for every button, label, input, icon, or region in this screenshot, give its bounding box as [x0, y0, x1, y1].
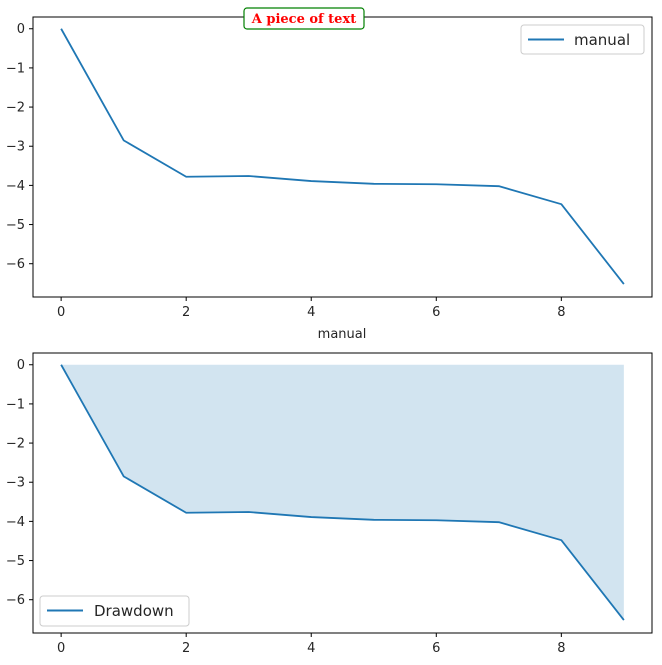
y-tick-label: −1	[6, 61, 25, 76]
y-tick-label: −4	[6, 515, 25, 530]
plot-area-frame	[32, 352, 653, 634]
plot-area-frame	[32, 16, 653, 298]
y-tick-label: −5	[6, 554, 25, 569]
y-tick-label: −3	[6, 140, 25, 155]
x-tick-label: 6	[432, 305, 440, 320]
x-tick-label: 6	[432, 641, 440, 656]
y-tick-label: −1	[6, 397, 25, 412]
x-tick-label: 2	[182, 641, 190, 656]
x-tick-label: 8	[557, 305, 565, 320]
legend-label-drawdown: Drawdown	[94, 602, 174, 620]
annotation: A piece of text	[243, 7, 365, 30]
area-fill-drawdown	[61, 364, 624, 621]
series-layer	[60, 364, 625, 621]
y-tick-label: −6	[6, 593, 25, 608]
x-axis: 0 2 4 6 8	[57, 633, 565, 656]
annotation-box	[243, 7, 365, 30]
series-layer	[60, 28, 625, 285]
x-tick-label: 0	[57, 641, 65, 656]
annotation-text: A piece of text	[251, 12, 356, 27]
y-tick-label: −2	[6, 101, 25, 116]
x-tick-label: 2	[182, 305, 190, 320]
y-tick-label: −2	[6, 437, 25, 452]
legend: Drawdown	[39, 595, 190, 627]
legend: manual	[520, 24, 645, 55]
chart-panel-drawdown: 0 2 4 6 8 0 −1 −2 −3 −4 −5 −6 Drawdown	[6, 352, 653, 656]
series-line-manual	[60, 28, 625, 285]
y-tick-label: −3	[6, 476, 25, 491]
y-tick-label: −5	[6, 218, 25, 233]
chart-panel-manual: 0 2 4 6 8 0 −1 −2 −3 −4 −5 −6 manual manual A piec…	[6, 7, 653, 342]
y-tick-label: −4	[6, 179, 25, 194]
y-tick-label: 0	[17, 22, 25, 37]
x-tick-label: 0	[57, 305, 65, 320]
legend-label-manual: manual	[574, 31, 630, 49]
x-axis: 0 2 4 6 8	[57, 297, 565, 320]
y-axis: 0 −1 −2 −3 −4 −5 −6	[6, 22, 33, 272]
series-line-drawdown	[60, 364, 625, 621]
legend-box	[520, 24, 645, 55]
y-tick-label: −6	[6, 257, 25, 272]
x-tick-label: 4	[307, 305, 315, 320]
y-tick-label: 0	[17, 358, 25, 373]
legend-box	[39, 595, 190, 627]
y-axis: 0 −1 −2 −3 −4 −5 −6	[6, 358, 33, 608]
x-tick-label: 4	[307, 641, 315, 656]
x-tick-label: 8	[557, 641, 565, 656]
x-axis-label: manual	[318, 327, 367, 342]
